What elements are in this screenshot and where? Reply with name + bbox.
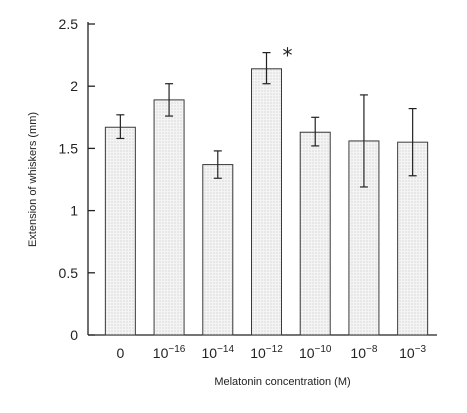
labels: 0 0.5 1 1.5 2 2.5 0 10−16 10−14 10−12 10−10 10−8 10−… [27,16,427,388]
x-axis-title: Melatonin concentration (M) [214,376,350,388]
x-tick-label: 10−10 [299,344,332,361]
x-tick-label: 10−14 [202,344,235,361]
y-tick-label: 0 [70,327,78,343]
bars [104,68,429,336]
bar [104,126,136,336]
x-tick-label: 0 [116,345,124,361]
x-tick-label: 10−3 [399,344,426,361]
y-tick-label: 2.5 [59,16,79,32]
bar [299,131,331,336]
y-tick-label: 1 [70,203,78,219]
x-tick-label: 10−16 [153,344,186,361]
significance-marker: * [283,44,293,68]
y-axis-title: Extension of whiskers (mm) [27,112,39,247]
bar [153,99,185,336]
x-tick-label: 10−8 [350,344,377,361]
y-tick-label: 2 [70,78,78,94]
y-tick-label: 0.5 [59,265,79,281]
x-tick-label: 10−12 [250,344,283,361]
error-bars [116,52,417,188]
y-tick-label: 1.5 [59,140,79,156]
bar [202,164,234,336]
bar [251,68,282,336]
